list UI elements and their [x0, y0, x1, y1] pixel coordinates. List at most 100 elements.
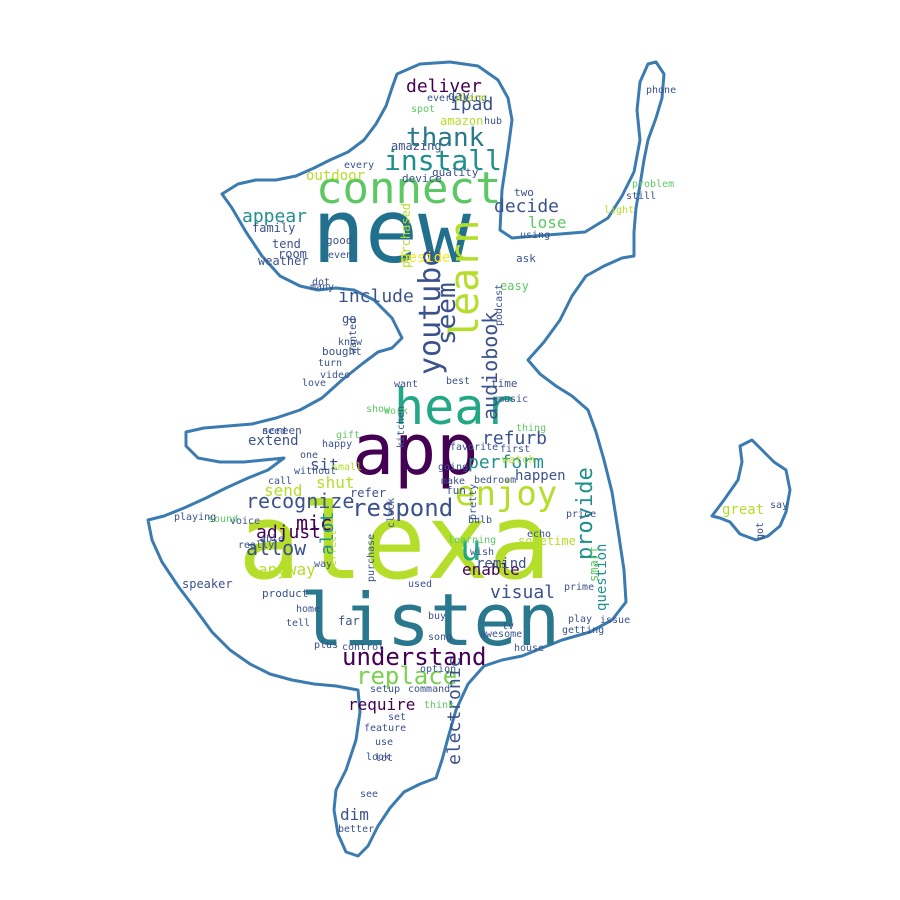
word-wish: wish	[470, 547, 494, 558]
word-say: say	[770, 500, 788, 511]
word-one: one	[300, 450, 318, 461]
word-setup: setup	[370, 684, 400, 695]
word-small: small	[332, 462, 362, 473]
word-easy: easy	[500, 279, 529, 293]
word-weather: weather	[258, 254, 309, 268]
word-got: got	[755, 522, 766, 540]
word-smart: smart	[587, 546, 601, 582]
word-see: see	[360, 789, 378, 800]
word-wanted: wanted	[348, 318, 359, 354]
word-amazon: amazon	[440, 114, 483, 128]
word-know: know	[338, 337, 363, 348]
word-option: option	[420, 664, 456, 675]
word-learn: learn	[442, 220, 488, 340]
word-prime: prime	[564, 582, 594, 593]
word-amazing: amazing	[391, 139, 442, 153]
word-work: work	[384, 406, 408, 417]
word-purchase: purchase	[366, 534, 377, 582]
word-respond: respond	[352, 494, 453, 522]
word-recognize: recognize	[246, 489, 354, 513]
word-connect: connect	[316, 163, 501, 214]
word-everything: everything	[427, 93, 487, 104]
word-sound: sound	[208, 514, 238, 525]
word-playing: playing	[174, 512, 216, 523]
word-beside: beside	[400, 250, 451, 266]
word-pretty: pretty	[468, 484, 479, 520]
word-refurb: refurb	[482, 428, 547, 449]
word-happen: happen	[515, 468, 566, 484]
word-u: u	[460, 528, 482, 569]
word-lose: lose	[528, 213, 567, 232]
word-turn: turn	[318, 358, 342, 369]
word-bedroom: bedroom	[474, 475, 516, 486]
word-issue: issue	[600, 615, 630, 626]
word-favorite: favorite	[450, 442, 498, 453]
word-product: product	[262, 587, 308, 600]
word-decide: decide	[494, 196, 559, 217]
word-screen: screen	[262, 424, 302, 437]
word-device: device	[402, 172, 442, 185]
word-ask: ask	[516, 252, 536, 265]
word-dot: dot	[312, 277, 330, 288]
word-echo: echo	[527, 529, 551, 540]
word-alot: alot	[317, 512, 338, 555]
word-refer: refer	[350, 486, 386, 500]
word-best: best	[446, 376, 470, 387]
word-set: set	[388, 712, 406, 723]
word-home: home	[296, 604, 320, 615]
word-alarm: alarm	[455, 93, 485, 104]
word-extend: extend	[248, 433, 299, 449]
word-replace: replace	[356, 662, 457, 690]
word-bulb: bulb	[468, 515, 492, 526]
word-really: really	[238, 540, 274, 551]
word-spot: spot	[411, 104, 435, 115]
word-going: going	[438, 462, 468, 473]
word-love: love	[302, 378, 326, 389]
word-provide: provide	[573, 467, 598, 560]
word-call: call	[268, 476, 292, 487]
word-perfect: perfect	[328, 530, 339, 572]
word-two: two	[514, 186, 534, 199]
word-plus: plus	[314, 640, 338, 651]
word-music: music	[498, 394, 528, 405]
word-bought: bought	[322, 345, 362, 358]
word-watch: watch	[502, 453, 535, 466]
word-send: send	[264, 481, 303, 500]
word-voice: voice	[230, 516, 260, 527]
word-remind: remind	[476, 556, 527, 572]
word-house: house	[514, 643, 544, 654]
word-outdoor: outdoor	[306, 168, 365, 184]
word-speaker: speaker	[182, 577, 233, 591]
word-learning: learning	[448, 535, 496, 546]
word-gift: gift	[336, 430, 360, 441]
word-purchased: purchased	[399, 203, 413, 268]
word-without: without	[294, 466, 336, 477]
dancing-girl-silhouette-outline	[146, 60, 792, 858]
word-electronic: electronic	[444, 657, 465, 765]
word-thing: thing	[516, 423, 546, 434]
word-tv: tv	[502, 621, 514, 632]
word-clock: clock	[386, 498, 397, 528]
word-enjoy: enjoy	[455, 474, 557, 514]
word-audiobook: audiobook	[478, 312, 502, 420]
word-visual: visual	[490, 582, 555, 603]
word-awesome: awesome	[480, 629, 522, 640]
word-room: room	[278, 247, 307, 261]
word-ipad: ipad	[450, 94, 493, 115]
word-go: go	[342, 312, 356, 326]
word-price: price	[566, 509, 596, 520]
word-hub: hub	[484, 116, 502, 127]
word-fun: fun	[446, 484, 466, 497]
word-great: great	[722, 502, 764, 518]
word-youtube: youtube	[413, 249, 448, 375]
word-enable: enable	[462, 560, 520, 579]
word-time: time	[491, 377, 518, 390]
word-still: still	[626, 191, 656, 202]
word-deliver: deliver	[406, 76, 482, 97]
word-able: able	[260, 534, 284, 545]
word-day: day	[448, 89, 470, 103]
word-mic: mic	[296, 511, 332, 535]
word-tell: tell	[286, 618, 310, 629]
word-sometime: sometime	[518, 534, 576, 548]
